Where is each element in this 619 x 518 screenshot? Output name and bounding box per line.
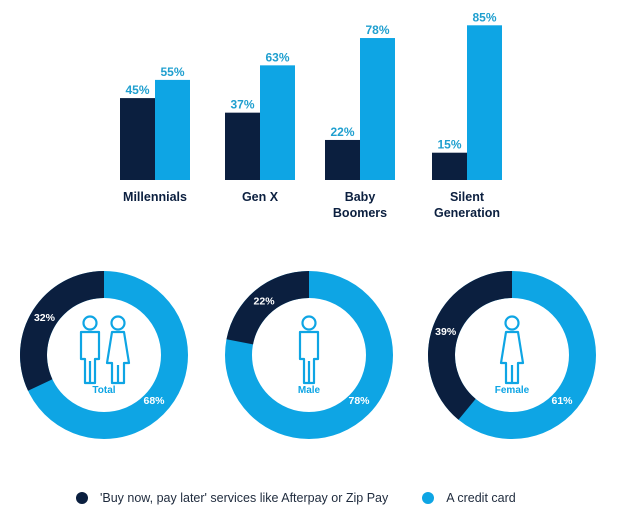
bar-value-label: 22% [330, 125, 354, 139]
donut-male: 22% 78% Male [225, 271, 393, 439]
legend: 'Buy now, pay later' services like After… [76, 488, 550, 508]
female-figure-icon [499, 315, 525, 385]
male-figure-icon [298, 315, 320, 385]
bar-credit-card [467, 25, 502, 180]
donut-center-label: Total [92, 385, 115, 396]
female-figure-icon [105, 315, 131, 385]
bar-group: 45% 55% Millennials [120, 65, 190, 204]
bar-group: 22% 78% Baby Boomers [325, 23, 395, 220]
bar-bnpl [432, 152, 467, 180]
donut-slice-bnpl [428, 271, 512, 420]
legend-item-bnpl: 'Buy now, pay later' services like After… [76, 491, 388, 505]
x-tick-label: Millennials [123, 190, 187, 204]
x-tick-label: Silent [450, 190, 485, 204]
legend-label-bnpl: 'Buy now, pay later' services like After… [100, 491, 389, 505]
x-tick-label: Boomers [333, 206, 387, 220]
male-figure-icon [79, 315, 101, 385]
bar-chart: 45% 55% Millennials 37% 63% Gen X 22% 78% Baby Bo… [120, 10, 502, 220]
legend-swatch-blue [422, 492, 435, 504]
donut-slice-bnpl [226, 271, 309, 345]
x-tick-label: Generation [434, 206, 500, 220]
chart-canvas: 45% 55% Millennials 37% 63% Gen X 22% 78% Baby Bo… [20, 10, 596, 439]
bar-bnpl [225, 112, 260, 180]
donut-total: 32% 68% Total [20, 271, 188, 439]
bar-group: 15% 85% Silent Generation [432, 10, 502, 220]
bar-bnpl [325, 139, 360, 180]
donut-slice-bnpl [20, 271, 104, 391]
donut-center-label: Male [298, 385, 321, 396]
donut-charts: 32% 68% Total 22% 78% Male 39% 61% Female [20, 271, 596, 439]
bar-credit-card [260, 65, 295, 180]
bar-value-label: 37% [230, 98, 254, 112]
bar-credit-card [155, 79, 190, 180]
donut-value-label-credit-card: 78% [348, 395, 370, 407]
legend-label-credit-card: A credit card [446, 491, 516, 505]
x-tick-label: Gen X [242, 190, 279, 204]
bar-value-label: 55% [160, 65, 184, 79]
bar-value-label: 78% [365, 23, 389, 37]
donut-value-label-bnpl: 32% [34, 312, 56, 324]
bar-value-label: 63% [265, 50, 289, 64]
donut-value-label-bnpl: 22% [254, 296, 276, 308]
donut-value-label-credit-card: 61% [551, 395, 573, 407]
donut-center-label: Female [495, 385, 530, 396]
x-tick-label: Baby [345, 190, 376, 204]
legend-swatch-dark [76, 492, 88, 504]
donut-value-label-bnpl: 39% [435, 326, 457, 338]
bar-value-label: 15% [437, 138, 461, 152]
bar-group: 37% 63% Gen X [225, 50, 295, 204]
donut-female: 39% 61% Female [428, 271, 596, 439]
bar-value-label: 85% [472, 10, 496, 24]
bar-bnpl [120, 98, 155, 180]
bar-value-label: 45% [125, 83, 149, 97]
bar-credit-card [360, 38, 395, 180]
donut-value-label-credit-card: 68% [143, 395, 165, 407]
legend-item-credit-card: A credit card [422, 491, 516, 505]
